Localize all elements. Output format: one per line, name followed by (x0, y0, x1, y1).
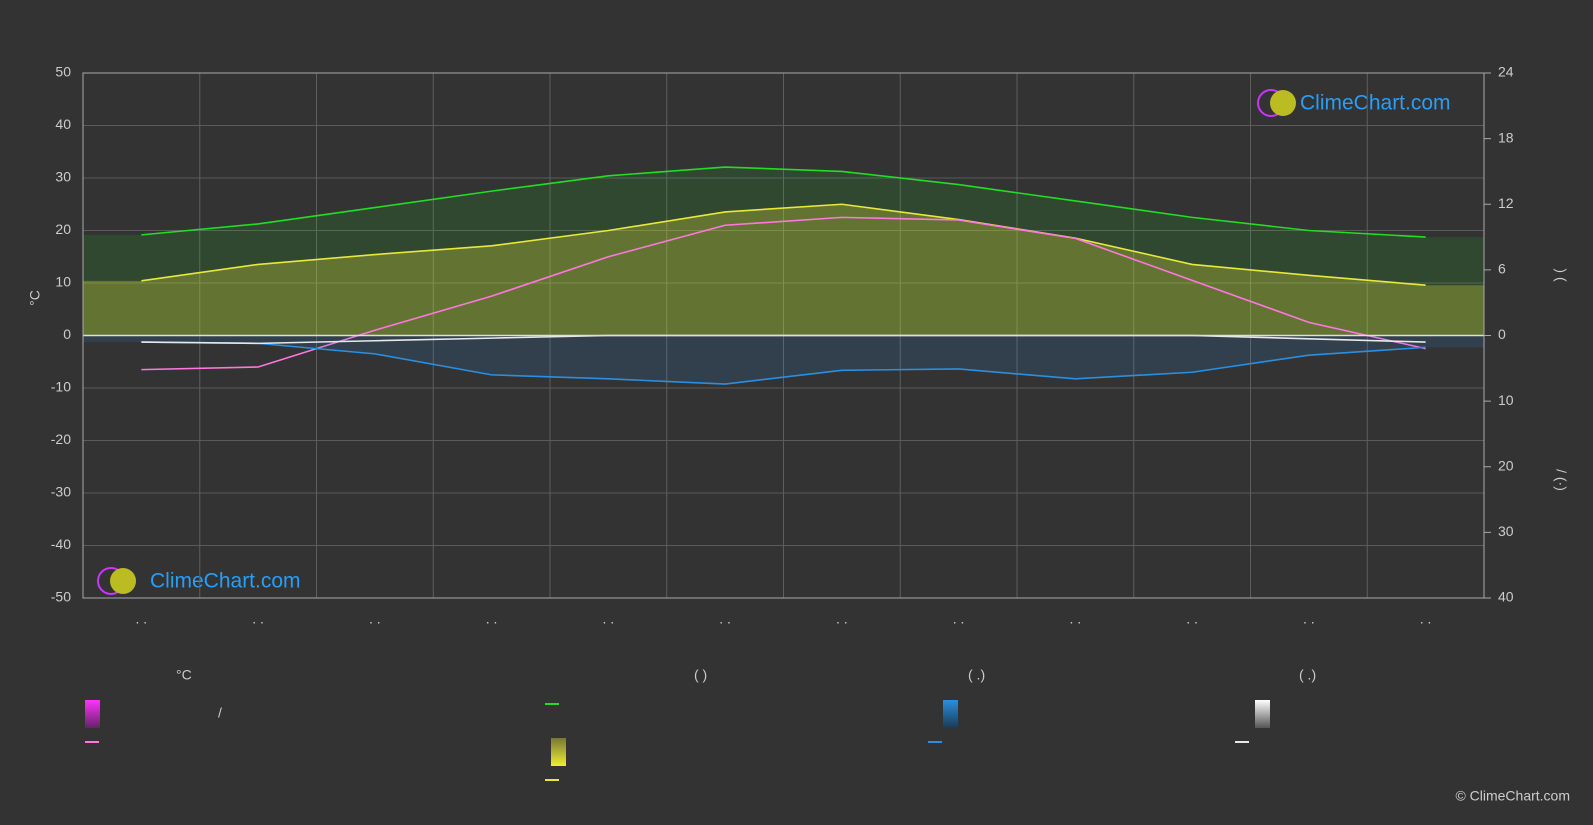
y-tick-label: 10 (55, 274, 71, 290)
y-tick-label: 30 (55, 169, 71, 185)
legend-swatch (85, 700, 100, 728)
x-tick-label: . . (369, 611, 381, 627)
logo-top: ClimeChart.com (1257, 89, 1451, 117)
legend-header: ( ) (694, 667, 707, 683)
copyright: © ClimeChart.com (1455, 788, 1570, 804)
y-axis-label: °C (27, 290, 43, 306)
legend-swatch (1255, 700, 1270, 728)
plot-frame (82, 72, 1485, 599)
y-tick-label: -40 (51, 536, 71, 552)
y3-tick-label: 10 (1498, 392, 1514, 408)
x-tick-label: . . (252, 611, 264, 627)
x-tick-label: . . (1186, 611, 1198, 627)
legend-swatch (551, 738, 566, 766)
watermark: ClimeChart.com (1300, 92, 1451, 115)
y-tick-label: -30 (51, 484, 71, 500)
x-tick-label: . . (603, 611, 615, 627)
y2-axis-label: ) ( (1553, 268, 1569, 282)
x-tick-label: . . (1420, 611, 1432, 627)
logo-bottom: ClimeChart.com (97, 567, 301, 595)
series-line (141, 203, 1426, 286)
y2-tick-label: 24 (1498, 64, 1514, 80)
area (83, 335, 1484, 385)
y-tick-label: 50 (55, 64, 71, 80)
y3-tick-label: 30 (1498, 523, 1514, 539)
legend-swatch (943, 700, 958, 728)
x-tick-label: . . (953, 611, 965, 627)
legend-header: °C (176, 667, 192, 683)
y3-axis-label: / (·) (1553, 469, 1569, 491)
legend-separator: / (218, 705, 222, 721)
watermark: ClimeChart.com (150, 570, 301, 593)
y2-tick-label: 0 (1498, 326, 1506, 342)
x-tick-label: . . (486, 611, 498, 627)
y-tick-label: -10 (51, 379, 71, 395)
y-tick-label: 0 (63, 326, 71, 342)
x-tick-label: . . (836, 611, 848, 627)
series-line (141, 216, 1426, 371)
x-tick-label: . . (1303, 611, 1315, 627)
legend-header: ( .) (968, 667, 985, 683)
x-tick-label: . . (136, 611, 148, 627)
y2-tick-label: 18 (1498, 129, 1514, 145)
x-tick-label: . . (1070, 611, 1082, 627)
y-tick-label: 40 (55, 116, 71, 132)
y2-tick-label: 12 (1498, 195, 1514, 211)
series-line (141, 341, 1426, 385)
series-line (141, 166, 1426, 238)
x-tick-label: . . (719, 611, 731, 627)
y-tick-label: -50 (51, 589, 71, 605)
y3-tick-label: 20 (1498, 457, 1514, 473)
y2-tick-label: 6 (1498, 261, 1506, 277)
legend-header: ( .) (1299, 667, 1316, 683)
y3-tick-label: 40 (1498, 589, 1514, 605)
area (83, 204, 1484, 336)
y-tick-label: 20 (55, 221, 71, 237)
y-tick-label: -20 (51, 431, 71, 447)
